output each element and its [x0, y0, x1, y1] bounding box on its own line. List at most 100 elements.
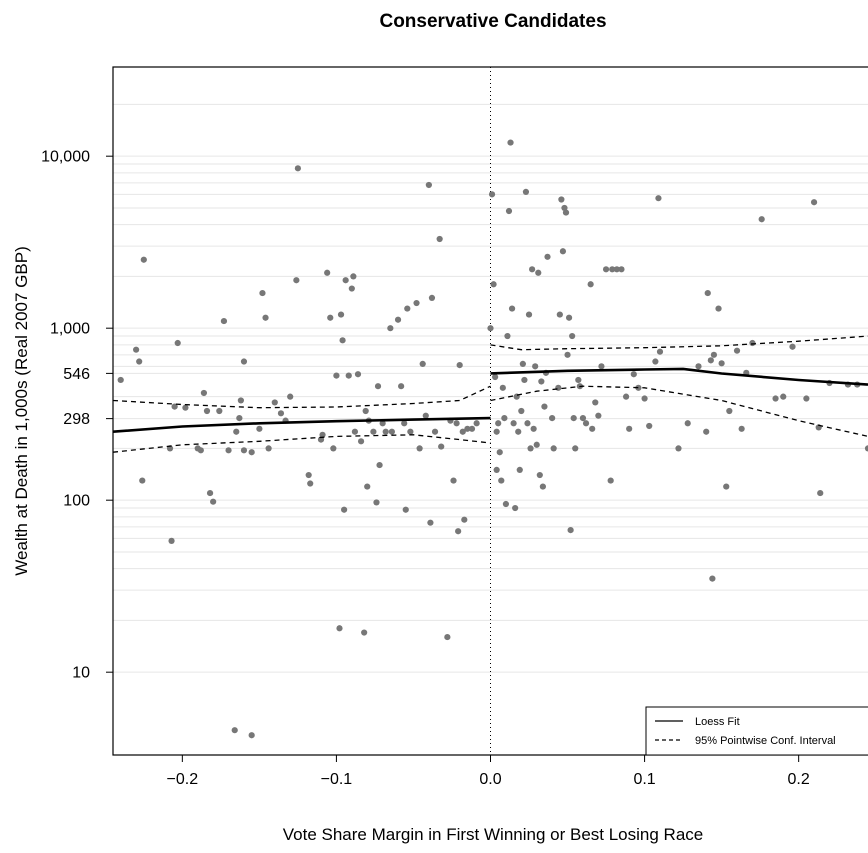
data-point — [287, 393, 294, 400]
data-point — [345, 372, 352, 379]
scatter-points — [117, 139, 868, 739]
data-point — [468, 425, 476, 432]
data-point — [293, 277, 300, 284]
data-point — [362, 407, 369, 415]
data-point — [518, 407, 525, 415]
x-axis-label: Vote Share Margin in First Winning or Be… — [283, 825, 703, 844]
data-point — [695, 363, 702, 370]
data-point — [336, 625, 343, 632]
data-point — [364, 483, 371, 490]
data-point — [504, 332, 511, 340]
data-point — [339, 337, 346, 344]
data-point — [225, 447, 232, 454]
data-point — [533, 441, 540, 448]
data-point — [431, 428, 439, 435]
data-point — [490, 281, 497, 288]
data-point — [382, 428, 389, 435]
data-point — [348, 285, 355, 292]
loess-fit-line — [112, 416, 491, 433]
data-point — [357, 438, 365, 445]
x-tick-label: 0.0 — [479, 771, 501, 788]
data-point — [168, 537, 175, 544]
data-point — [549, 415, 556, 422]
data-point — [544, 253, 551, 260]
data-point — [307, 480, 314, 487]
data-point — [404, 305, 411, 312]
data-point — [450, 477, 457, 484]
data-point — [675, 445, 682, 452]
data-point — [333, 372, 340, 379]
data-point — [655, 195, 662, 202]
data-point — [341, 506, 348, 513]
x-tick-label: 0.2 — [788, 771, 810, 788]
data-point — [772, 395, 779, 402]
data-point — [342, 277, 349, 284]
confidence-interval-line — [490, 385, 868, 438]
y-tick-label: 1,000 — [50, 321, 90, 338]
data-point — [407, 428, 414, 435]
legend: Loess Fit 95% Pointwise Conf. Interval — [645, 706, 868, 756]
data-point — [529, 266, 536, 273]
y-tick-label: 546 — [63, 366, 90, 383]
data-point — [444, 633, 451, 641]
data-point — [505, 207, 513, 215]
data-point — [271, 399, 278, 406]
data-point — [569, 332, 576, 340]
data-point — [370, 428, 377, 435]
data-point — [810, 199, 818, 206]
data-point — [726, 407, 733, 415]
confidence-interval-line — [490, 335, 868, 351]
data-point — [602, 266, 610, 273]
data-point — [582, 420, 590, 427]
data-point — [379, 420, 386, 427]
y-tick-label: 100 — [63, 493, 90, 510]
data-point — [703, 428, 710, 435]
y-tick-label: 10,000 — [41, 149, 90, 166]
data-point — [422, 412, 429, 419]
data-point — [558, 196, 565, 203]
chart-title: Conservative Candidates — [379, 11, 606, 32]
data-point — [376, 461, 383, 469]
data-point — [789, 343, 796, 350]
data-point — [210, 498, 217, 505]
data-point — [630, 371, 637, 378]
data-point — [493, 466, 500, 473]
data-point — [240, 447, 248, 454]
data-point — [200, 389, 208, 397]
data-point — [541, 403, 548, 410]
data-point — [231, 727, 238, 734]
data-point — [361, 629, 368, 636]
y-axis-label: Wealth at Death in 1,000s (Real 2007 GBP… — [12, 246, 31, 575]
data-point — [598, 363, 605, 370]
data-point — [562, 209, 570, 216]
data-point — [622, 393, 630, 400]
x-axis: −0.2 −0.1 0.0 0.1 0.2 — [167, 755, 810, 788]
data-point — [220, 317, 228, 325]
data-point — [256, 425, 263, 432]
data-point — [117, 376, 124, 384]
data-point — [493, 428, 500, 435]
data-point — [330, 445, 337, 452]
data-point — [492, 373, 499, 381]
data-point — [641, 395, 648, 402]
data-point — [248, 732, 255, 739]
data-point — [626, 425, 633, 432]
data-point — [265, 445, 272, 452]
data-point — [532, 363, 539, 370]
data-point — [262, 314, 269, 321]
data-point — [738, 425, 745, 432]
data-point — [487, 325, 494, 332]
data-point — [684, 420, 691, 427]
data-point — [530, 425, 537, 432]
data-point — [519, 360, 526, 367]
data-point — [758, 216, 765, 223]
data-point — [416, 445, 423, 452]
data-point — [707, 357, 714, 364]
data-point — [607, 477, 614, 484]
data-point — [248, 449, 255, 456]
data-point — [351, 428, 359, 435]
data-point — [427, 519, 434, 526]
data-point — [233, 428, 240, 435]
data-point — [579, 415, 587, 422]
